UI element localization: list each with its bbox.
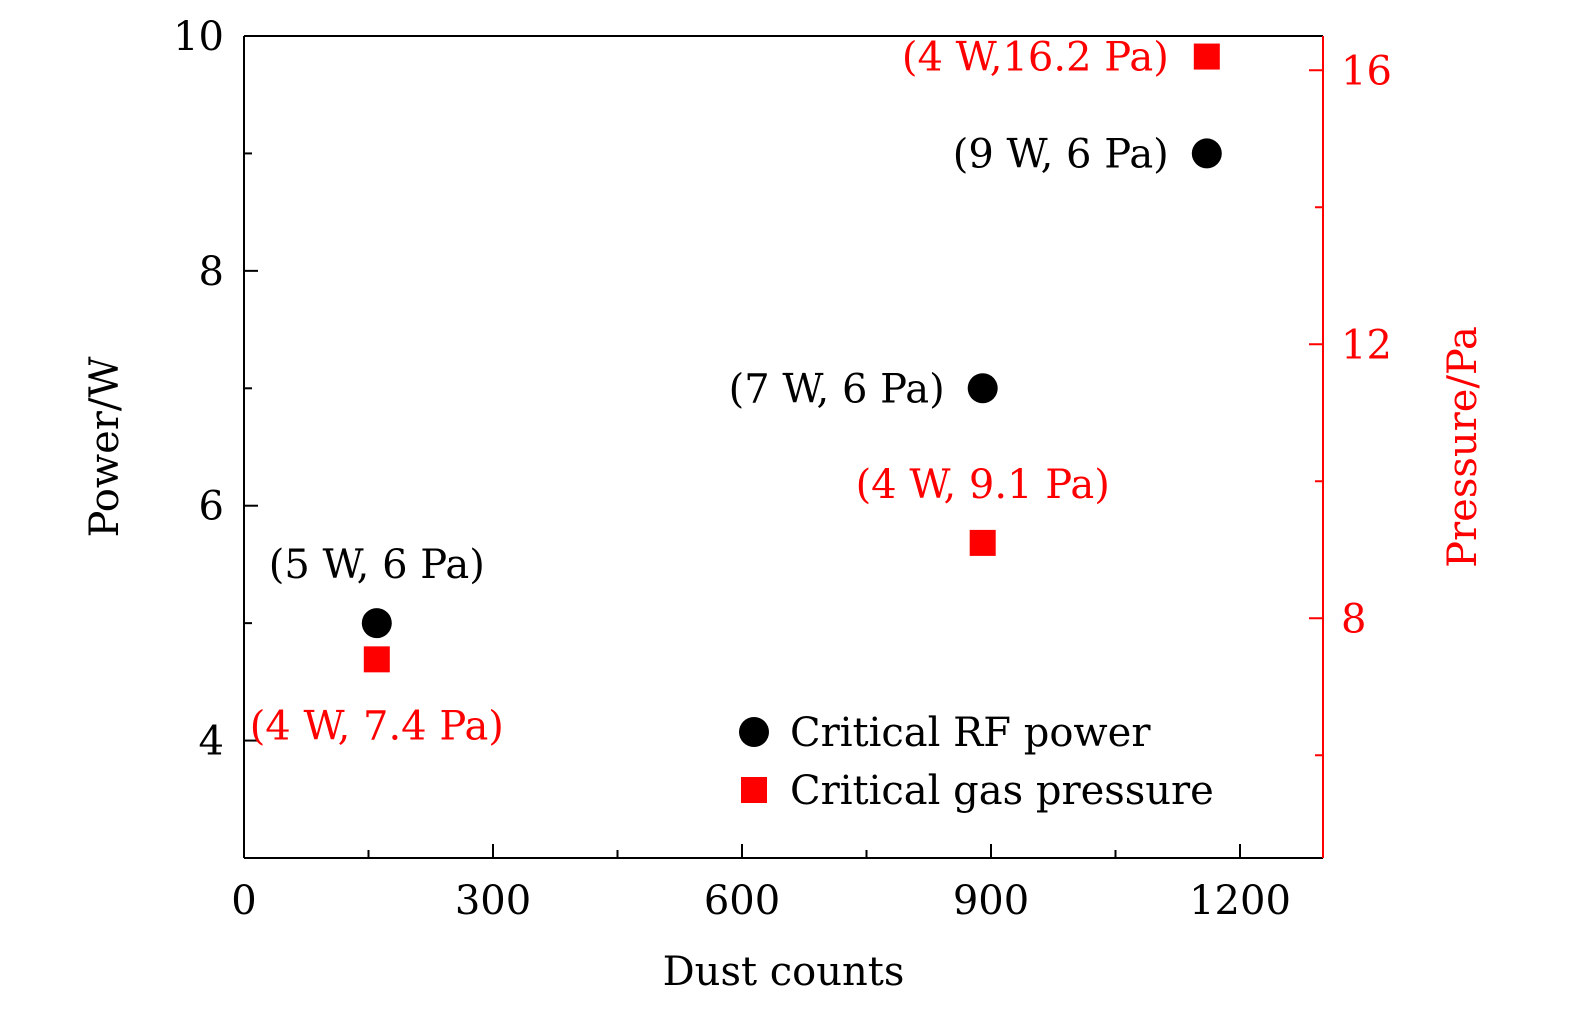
data-point-circle	[1191, 138, 1222, 169]
x-tick-label: 0	[231, 878, 256, 924]
data-label: (7 W, 6 Pa)	[729, 366, 945, 412]
y-right-tick-label: 12	[1341, 322, 1392, 368]
data-label: (4 W, 7.4 Pa)	[250, 703, 504, 749]
x-tick-label: 600	[704, 878, 780, 924]
data-label: (9 W, 6 Pa)	[953, 131, 1169, 177]
legend-square-marker	[741, 777, 767, 803]
data-label: (4 W, 9.1 Pa)	[856, 462, 1110, 508]
y-left-tick-label: 6	[199, 484, 224, 530]
data-point-square	[1193, 43, 1220, 70]
data-label: (5 W, 6 Pa)	[269, 542, 485, 588]
y-right-tick-label: 16	[1341, 48, 1392, 94]
data-point-circle	[967, 373, 998, 404]
legend-label: Critical gas pressure	[790, 768, 1214, 814]
y-right-axis-title: Pressure/Pa	[1440, 326, 1486, 568]
x-axis-title: Dust counts	[663, 949, 905, 995]
data-label: (4 W,16.2 Pa)	[902, 35, 1169, 81]
data-point-square	[363, 646, 390, 673]
y-right-tick-label: 8	[1341, 596, 1366, 642]
y-left-axis-title: Power/W	[82, 357, 128, 538]
data-point-square	[969, 529, 996, 556]
y-left-tick-label: 8	[199, 249, 224, 295]
legend-circle-marker	[739, 717, 769, 747]
y-left-tick-label: 4	[199, 719, 224, 765]
x-tick-label: 1200	[1189, 878, 1291, 924]
data-point-circle	[361, 608, 392, 639]
x-tick-label: 900	[953, 878, 1029, 924]
legend-label: Critical RF power	[790, 710, 1151, 756]
x-tick-label: 300	[455, 878, 531, 924]
y-left-tick-label: 10	[173, 14, 224, 60]
